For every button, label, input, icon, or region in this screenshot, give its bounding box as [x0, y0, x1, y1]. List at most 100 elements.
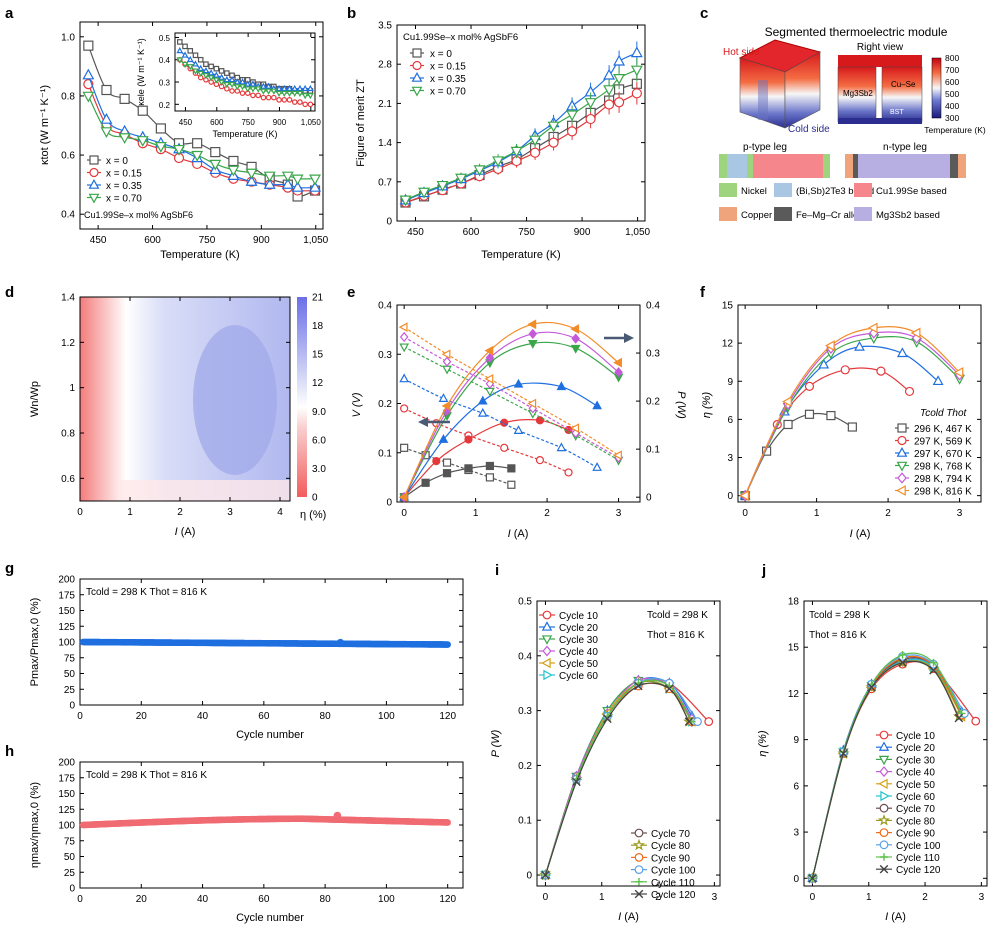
data-point: [137, 105, 148, 116]
legend-label: Cycle 100: [896, 841, 941, 852]
legend-label: 298 K, 794 K: [914, 474, 972, 485]
data-point: [971, 716, 981, 726]
data-point: [547, 121, 560, 133]
data-point: [297, 99, 303, 105]
p-leg-segment: [753, 154, 823, 178]
data-point: [302, 101, 308, 108]
data-point: [239, 78, 246, 85]
x-tick-label: 900: [273, 118, 287, 127]
y-tick-label: 0.3: [518, 706, 532, 717]
data-point: [191, 150, 204, 162]
y-tick-label: 0.4: [518, 651, 532, 662]
legend-marker: [879, 840, 889, 850]
data-point: [510, 146, 523, 158]
data-point: [218, 68, 225, 74]
y-tick-label: 6: [793, 781, 799, 792]
x-axis-label: I (A): [885, 911, 906, 923]
data-point: [527, 319, 537, 330]
data-point: [613, 357, 622, 368]
heatmap-low-band: [120, 480, 290, 501]
colorbar-tick: 0: [312, 493, 318, 504]
colorbar-tick: 18: [312, 321, 324, 332]
data-point: [82, 68, 95, 80]
y-tick-label: 0: [69, 701, 75, 712]
legend-label: (Bi,Sb)2Te3 based: [796, 186, 874, 197]
y-axis-label: Wn/Wp: [29, 381, 41, 417]
x-tick-label: 0: [543, 892, 549, 903]
label-part: I: [508, 528, 511, 540]
data-point: [307, 101, 314, 108]
data-point: [421, 478, 430, 487]
data-point: [309, 180, 321, 192]
x-tick-label: 100: [378, 894, 395, 905]
legend-label: Cycle 80: [896, 816, 935, 827]
data-point: [513, 378, 524, 388]
data-point: [867, 682, 876, 692]
legend-label: x = 0: [430, 49, 452, 60]
data-point: [309, 174, 321, 186]
legend-marker: [542, 645, 552, 657]
axes-frame: [396, 24, 646, 222]
data-point: [280, 84, 288, 92]
legend-label: Cycle 50: [559, 659, 598, 670]
data-point: [613, 450, 622, 461]
data-point: [182, 43, 188, 50]
panel-letter: d: [5, 284, 14, 301]
x-tick-label: 3: [227, 507, 233, 518]
data-point: [291, 180, 304, 192]
arrow-left-head: [418, 417, 428, 427]
colorbar-tick: 500: [945, 89, 959, 99]
data-point: [570, 423, 580, 433]
y-tick-label: 12: [722, 339, 734, 350]
data-point: [808, 874, 817, 883]
panel-d: d0 1 2 3 40.60.811.21.4I (A)Wn/Wp03.06.09.01…: [5, 284, 326, 538]
data-point: [634, 681, 643, 691]
data-point: [566, 126, 578, 137]
x-tick-label: 1: [599, 892, 605, 903]
y-axis-label: Pmax/Pmax,0 (%): [29, 598, 41, 687]
data-point: [613, 97, 625, 108]
legend-label: Cycle 50: [896, 780, 935, 791]
data-point: [203, 61, 209, 68]
y-tick-label: 0.2: [159, 101, 171, 110]
panel-letter: a: [5, 5, 14, 22]
axes-frame: [536, 600, 721, 887]
data-point: [867, 322, 878, 334]
data-point: [528, 328, 538, 339]
data-point: [398, 492, 408, 503]
x-tick-label: 1,050: [303, 235, 328, 246]
data-point: [100, 127, 113, 139]
data-point: [438, 393, 449, 402]
y-tick-label: 125: [58, 805, 75, 816]
legend-marker: [879, 828, 889, 837]
data-point: [228, 81, 236, 89]
colorbar-tick: 15: [312, 350, 324, 361]
y-tick-label: 50: [64, 669, 76, 680]
x-tick-label: 60: [258, 894, 270, 905]
y-axis-label: Figure of merit ZT: [355, 79, 367, 167]
data-point: [603, 99, 615, 110]
diagram-title: Segmented thermoelectric module: [765, 25, 948, 39]
y-tick-label: 0.2: [518, 761, 532, 772]
legend-label: x = 0.35: [106, 181, 142, 192]
colorbar-label: η (%): [300, 509, 326, 521]
x-tick-label: 2: [655, 892, 661, 903]
colorbar-label: Temperature (K): [924, 125, 986, 135]
y-tick-label: 2.1: [378, 99, 392, 110]
annotation: Tcold = 298 K Thot = 816 K: [86, 770, 207, 781]
legend-marker: [88, 193, 100, 204]
y-tick-label: 200: [58, 758, 75, 769]
legend-label: Cycle 80: [651, 841, 690, 852]
p-leg-segment: [823, 154, 830, 178]
series-line: [403, 336, 619, 459]
data-point: [507, 480, 516, 489]
data-point: [260, 94, 267, 101]
y-axis-label: P (W): [490, 729, 502, 757]
series-297 K, 569 K: [740, 365, 915, 501]
series-line: [403, 326, 619, 456]
data-point-spike: [336, 638, 345, 647]
x-axis-label: Cycle number: [236, 729, 304, 741]
annotation: Tcold = 298 K: [647, 610, 708, 621]
legend-label: Cycle 20: [559, 623, 598, 634]
data-point: [181, 51, 189, 58]
